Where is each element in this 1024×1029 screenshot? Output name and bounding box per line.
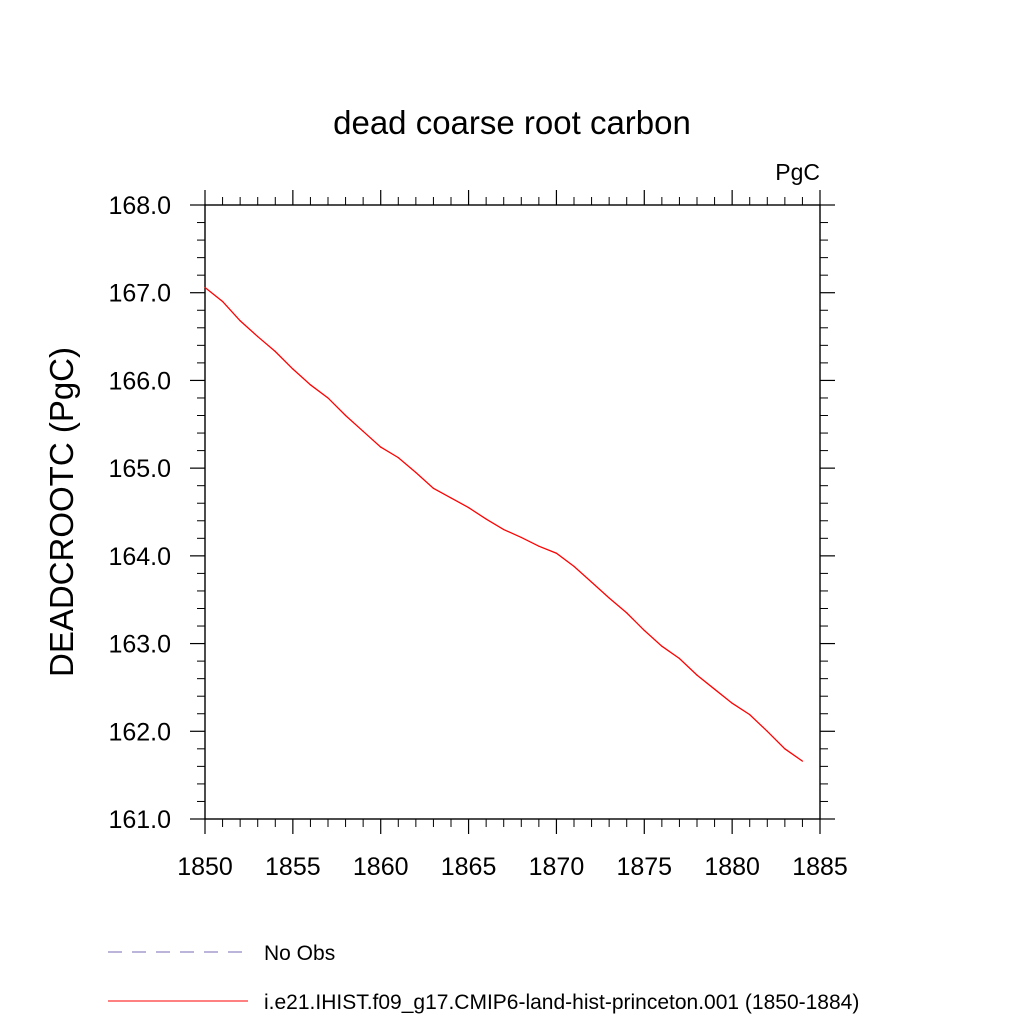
y-tick-label: 164.0 [108,543,171,571]
data-point [292,368,294,370]
series-line-1 [204,286,803,762]
x-tick-label: 1880 [704,853,760,881]
data-point [608,597,610,599]
data-point [415,471,417,474]
x-tick-label: 1885 [792,853,848,881]
data-point [344,414,347,417]
y-tick-label: 167.0 [108,280,171,308]
data-series [204,286,804,762]
data-point [520,536,522,539]
data-point [362,430,364,432]
legend-label: i.e21.IHIST.f09_g17.CMIP6-land-hist-prin… [264,991,859,1014]
chart-title: dead coarse root carbon [333,104,691,141]
data-point [749,714,751,716]
x-tick-label: 1860 [353,853,409,881]
data-point [450,497,452,499]
data-point [467,507,470,509]
y-tick-label: 162.0 [108,718,171,746]
data-point [397,457,399,459]
data-point [696,674,698,676]
data-point [766,730,768,732]
data-point [573,565,575,567]
data-point [555,552,558,554]
data-point [731,702,733,704]
x-tick-label: 1865 [441,853,497,881]
data-point [485,518,487,520]
y-axis-label: DEADCROOTC (PgC) [43,347,80,677]
y-tick-label: 165.0 [108,455,171,483]
data-point [274,350,276,353]
data-point [678,657,681,660]
x-tick-label: 1870 [529,853,585,881]
data-point [503,528,505,531]
data-point [204,286,206,289]
x-tick-label: 1850 [177,853,233,881]
x-tick-label: 1875 [616,853,672,881]
y-tick-label: 161.0 [108,806,171,834]
data-point [784,748,786,750]
y-tick-label: 166.0 [108,367,171,395]
data-point [380,446,382,448]
data-point [538,545,540,547]
data-point [257,335,259,338]
data-point [239,320,241,322]
data-point [626,612,628,614]
legend-label: No Obs [264,942,335,965]
data-point [327,397,329,399]
units-label: PgC [775,159,820,185]
plot-frame [204,204,821,820]
data-point [590,581,593,583]
y-tick-label: 168.0 [108,192,171,220]
data-point [643,629,645,632]
data-point [309,384,312,386]
data-point [432,487,435,489]
x-tick-label: 1855 [265,853,321,881]
data-point [661,645,663,647]
legend: No Obs i.e21.IHIST.f09_g17.CMIP6-land-his… [108,942,859,1014]
data-point [801,760,804,762]
data-point [713,688,716,690]
y-tick-label: 163.0 [108,631,171,659]
axis-ticks: 1850 1855 1860 1865 1870 1875 1880 1885 161.0 162… [108,190,848,881]
data-point [221,300,224,303]
